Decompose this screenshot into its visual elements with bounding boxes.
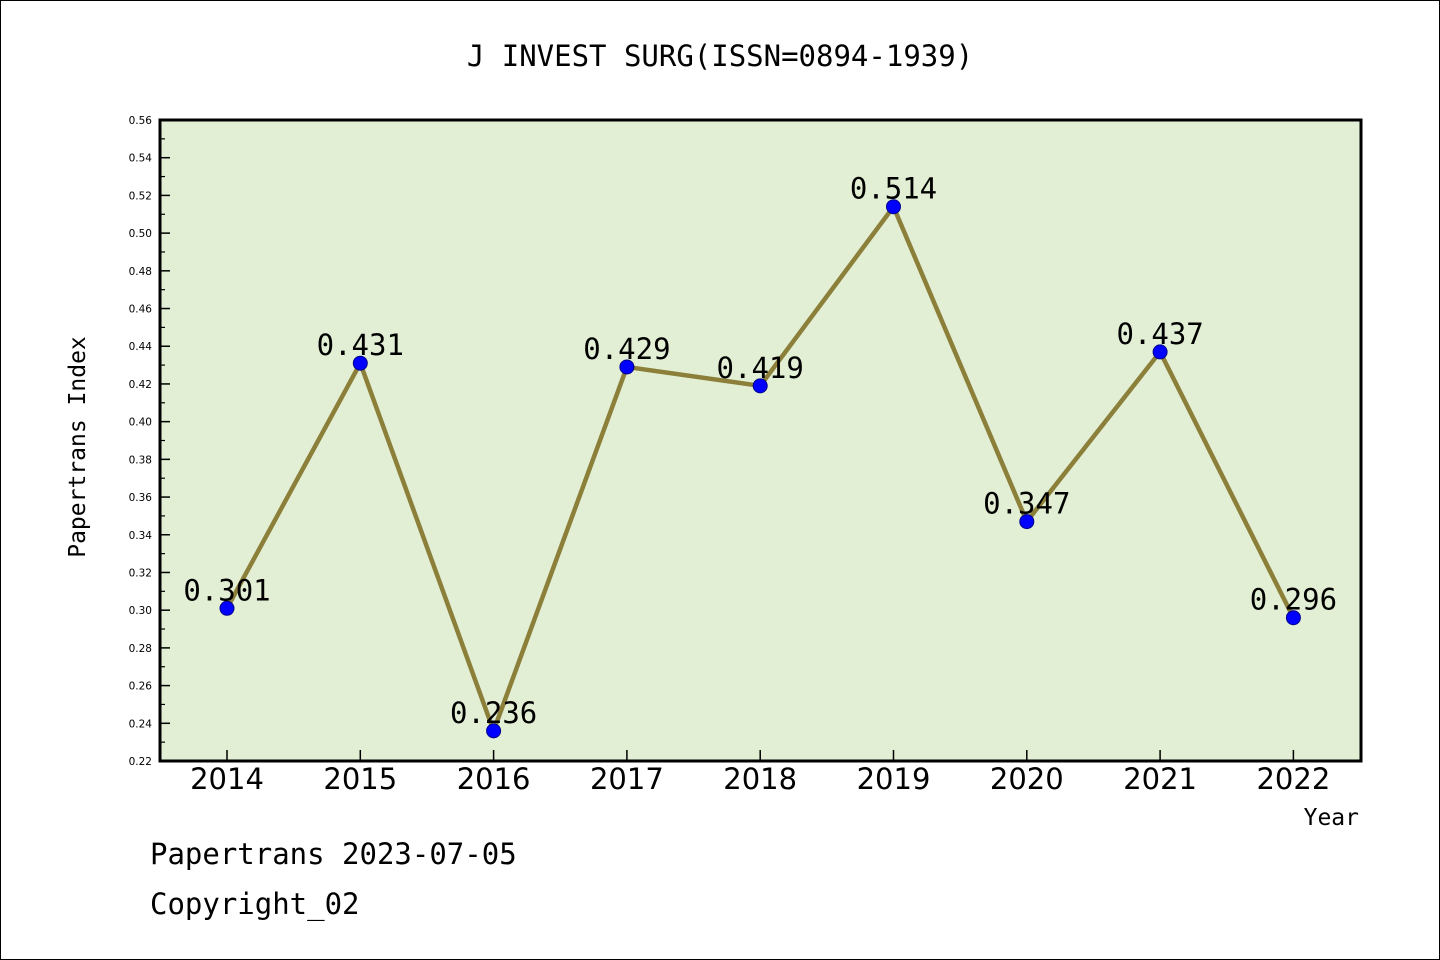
footer-date-text: Papertrans 2023-07-05 — [150, 837, 517, 871]
x-tick-label: 2016 — [457, 762, 531, 796]
y-tick-label: 0.36 — [129, 492, 153, 504]
data-point — [352, 355, 368, 371]
y-tick-label: 0.38 — [129, 454, 152, 466]
y-axis: 0.22 0.24 0.26 0.28 0.30 0.32 0.34 0.36 0.38 0.40… — [129, 115, 170, 768]
data-point — [1285, 610, 1301, 626]
x-tick-label: 2020 — [990, 762, 1064, 796]
data-label: 0.236 — [450, 696, 537, 730]
data-label: 0.296 — [1250, 583, 1337, 617]
data-label: 0.514 — [850, 172, 937, 206]
x-tick-label: 2022 — [1256, 762, 1330, 796]
y-tick-label: 0.34 — [129, 530, 153, 542]
y-tick-label: 0.32 — [129, 567, 152, 579]
y-axis-label: Papertrans Index — [65, 336, 91, 558]
y-tick-label: 0.28 — [129, 643, 152, 655]
y-tick-label: 0.24 — [129, 718, 153, 730]
chart-title: J INVEST SURG(ISSN=0894-1939) — [467, 39, 973, 73]
data-point — [619, 359, 635, 375]
y-tick-label: 0.54 — [129, 153, 153, 165]
x-tick-label: 2019 — [857, 762, 931, 796]
y-tick-label: 0.40 — [129, 417, 152, 429]
data-point — [1152, 344, 1168, 360]
data-label: 0.347 — [983, 487, 1070, 521]
x-tick-label: 2015 — [323, 762, 397, 796]
y-tick-label: 0.26 — [129, 681, 153, 693]
data-label: 0.437 — [1116, 317, 1203, 351]
x-tick-label: 2017 — [590, 762, 664, 796]
plot-area — [158, 118, 1363, 763]
y-tick-label: 0.22 — [129, 756, 152, 768]
x-tick-label: 2021 — [1123, 762, 1197, 796]
data-label: 0.431 — [317, 328, 404, 362]
y-tick-label: 0.30 — [129, 605, 152, 617]
y-tick-label: 0.56 — [129, 115, 153, 127]
x-axis-label: Year — [1304, 805, 1359, 831]
y-tick-label: 0.50 — [129, 228, 152, 240]
data-point — [219, 600, 235, 616]
y-tick-label: 0.48 — [129, 266, 152, 278]
data-point — [1019, 514, 1035, 530]
data-label: 0.429 — [583, 332, 670, 366]
series-layer: 0.301 0.431 0.236 0.429 0.419 0.514 0.347 0.437… — [183, 172, 1337, 739]
y-tick-label: 0.52 — [129, 190, 152, 202]
footer-copyright-text: Copyright_02 — [150, 887, 360, 922]
data-point — [752, 378, 768, 394]
y-tick-label: 0.42 — [129, 379, 152, 391]
y-tick-label: 0.44 — [129, 341, 153, 353]
data-label: 0.419 — [717, 351, 804, 385]
data-point — [486, 723, 502, 739]
x-axis: 2014 2015 2016 2017 2018 2019 2020 2021 2022 — [190, 750, 1330, 796]
data-label: 0.301 — [183, 573, 270, 607]
y-tick-label: 0.46 — [129, 304, 153, 316]
x-tick-label: 2014 — [190, 762, 264, 796]
data-point — [886, 199, 901, 215]
x-tick-label: 2018 — [723, 762, 797, 796]
